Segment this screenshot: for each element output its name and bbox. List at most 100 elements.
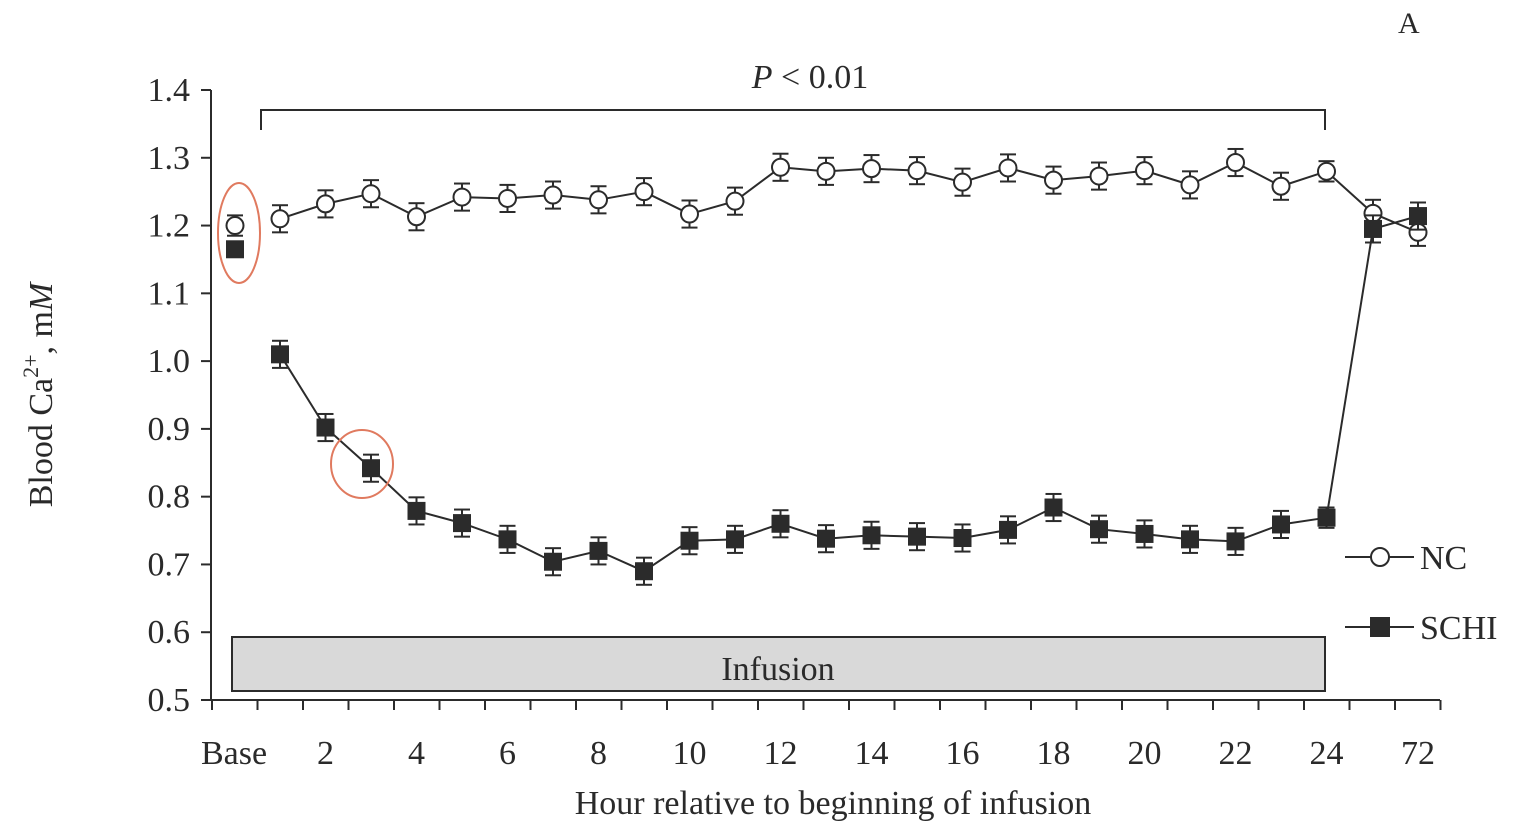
data-point-schi (1272, 515, 1290, 534)
data-point-nc (361, 184, 381, 204)
x-axis-title: Hour relative to beginning of infusion (575, 785, 1092, 821)
data-point-schi (953, 529, 972, 548)
infusion-bar-group: Infusion (231, 636, 1326, 692)
data-point-schi (817, 529, 835, 548)
data-point-nc (816, 161, 836, 181)
series-line (279, 215, 1419, 573)
data-point-schi (1135, 524, 1154, 543)
data-point-nc (1135, 161, 1154, 181)
legend-nc-marker (1370, 547, 1390, 567)
data-point-nc (452, 187, 472, 207)
data-point-schi (316, 418, 335, 437)
data-point-schi (589, 541, 608, 560)
data-point-schi (1317, 508, 1336, 527)
data-point-schi (771, 514, 790, 533)
data-point-nc (543, 185, 563, 205)
highlight-circle-base (217, 182, 261, 284)
y-tick-label: 1.1 (148, 275, 191, 312)
x-tick-label: 24 (1310, 735, 1344, 772)
y-tick-label: 0.6 (148, 614, 191, 651)
y-axis-title-unit: , m (23, 311, 60, 354)
x-tick-label: 72 (1401, 735, 1435, 772)
data-point-nc (998, 158, 1018, 178)
series-line (279, 161, 1419, 234)
data-point-nc (1271, 176, 1291, 196)
data-point-schi (362, 459, 380, 478)
data-point-schi (726, 530, 744, 549)
x-tick-label: 2 (317, 735, 334, 772)
x-tick-label: Base (201, 735, 267, 772)
y-tick-label: 0.5 (148, 682, 191, 719)
highlight-circles (217, 182, 394, 499)
data-point-schi (407, 501, 426, 520)
infusion-bar (231, 636, 1326, 692)
data-point-schi (1181, 530, 1199, 549)
data-point-schi (1044, 498, 1063, 517)
y-tick-label: 0.8 (148, 479, 191, 516)
significance-rest: < 0.01 (773, 59, 869, 96)
y-tick-label: 1.0 (148, 343, 191, 380)
data-point-nc (407, 207, 426, 227)
significance-p: P (751, 59, 773, 96)
data-point-nc (953, 172, 972, 192)
data-point-nc (1089, 166, 1109, 186)
x-tick-label: 22 (1219, 735, 1253, 772)
data-point-nc (862, 159, 881, 179)
x-tick-label: 8 (590, 735, 607, 772)
axes (210, 90, 1440, 701)
x-tick-label: 14 (855, 735, 889, 772)
data-point-nc (680, 204, 699, 224)
x-tick-label: 6 (499, 735, 516, 772)
panel-label: A (1398, 7, 1420, 40)
data-point-nc (498, 188, 517, 208)
data-point-schi (1364, 219, 1382, 238)
data-point-schi (226, 240, 244, 259)
data-point-schi (680, 531, 699, 550)
series-schi (226, 201, 1427, 586)
data-point-nc (1226, 153, 1245, 173)
data-point-schi (635, 562, 653, 581)
data-point-schi (1409, 207, 1427, 226)
data-point-nc (1317, 161, 1336, 181)
y-axis-title-main: Blood Ca (23, 378, 60, 507)
data-point-nc (725, 191, 745, 211)
legend-schi-marker (1370, 617, 1390, 637)
y-tick-label: 0.7 (148, 546, 191, 583)
y-ticks: 0.5 0.6 0.7 0.8 0.9 1.0 1.1 1.2 1.3 1.4 (148, 72, 211, 719)
y-tick-label: 1.4 (148, 72, 191, 109)
legend-schi-label: SCHI (1420, 610, 1497, 647)
y-axis-title: Blood Ca2+, mM (18, 281, 60, 507)
y-tick-label: 1.2 (148, 208, 191, 245)
data-point-schi (498, 530, 517, 549)
data-point-nc (907, 161, 927, 181)
data-point-nc (1180, 175, 1200, 195)
significance-label: P < 0.01 (751, 59, 868, 96)
data-point-nc (225, 216, 245, 236)
data-point-schi (999, 520, 1017, 539)
x-tick-label: 4 (408, 735, 425, 772)
x-ticks: Base 2 4 6 8 10 12 14 16 18 20 22 24 72 (201, 700, 1442, 772)
data-point-schi (544, 552, 562, 571)
data-point-schi (271, 345, 289, 364)
x-tick-label: 12 (764, 735, 798, 772)
legend: NC SCHI (1345, 540, 1497, 647)
x-tick-label: 20 (1128, 735, 1162, 772)
x-tick-label: 18 (1037, 735, 1071, 772)
data-point-schi (1226, 532, 1245, 551)
significance-bracket: P < 0.01 (260, 59, 1326, 130)
x-tick-label: 10 (673, 735, 707, 772)
x-tick-label: 16 (946, 735, 980, 772)
y-tick-label: 0.9 (148, 411, 191, 448)
legend-nc-label: NC (1420, 540, 1467, 577)
data-point-schi (862, 526, 881, 545)
significance-bracket-line (260, 109, 1326, 130)
data-point-schi (1090, 520, 1108, 539)
data-point-nc (634, 182, 654, 202)
series-nc (225, 147, 1428, 247)
series-group (225, 147, 1428, 586)
data-point-nc (270, 209, 290, 229)
data-point-nc (1044, 170, 1063, 190)
y-axis-title-unit-italic: M (23, 281, 60, 312)
y-axis-title-sup: 2+ (18, 354, 43, 377)
